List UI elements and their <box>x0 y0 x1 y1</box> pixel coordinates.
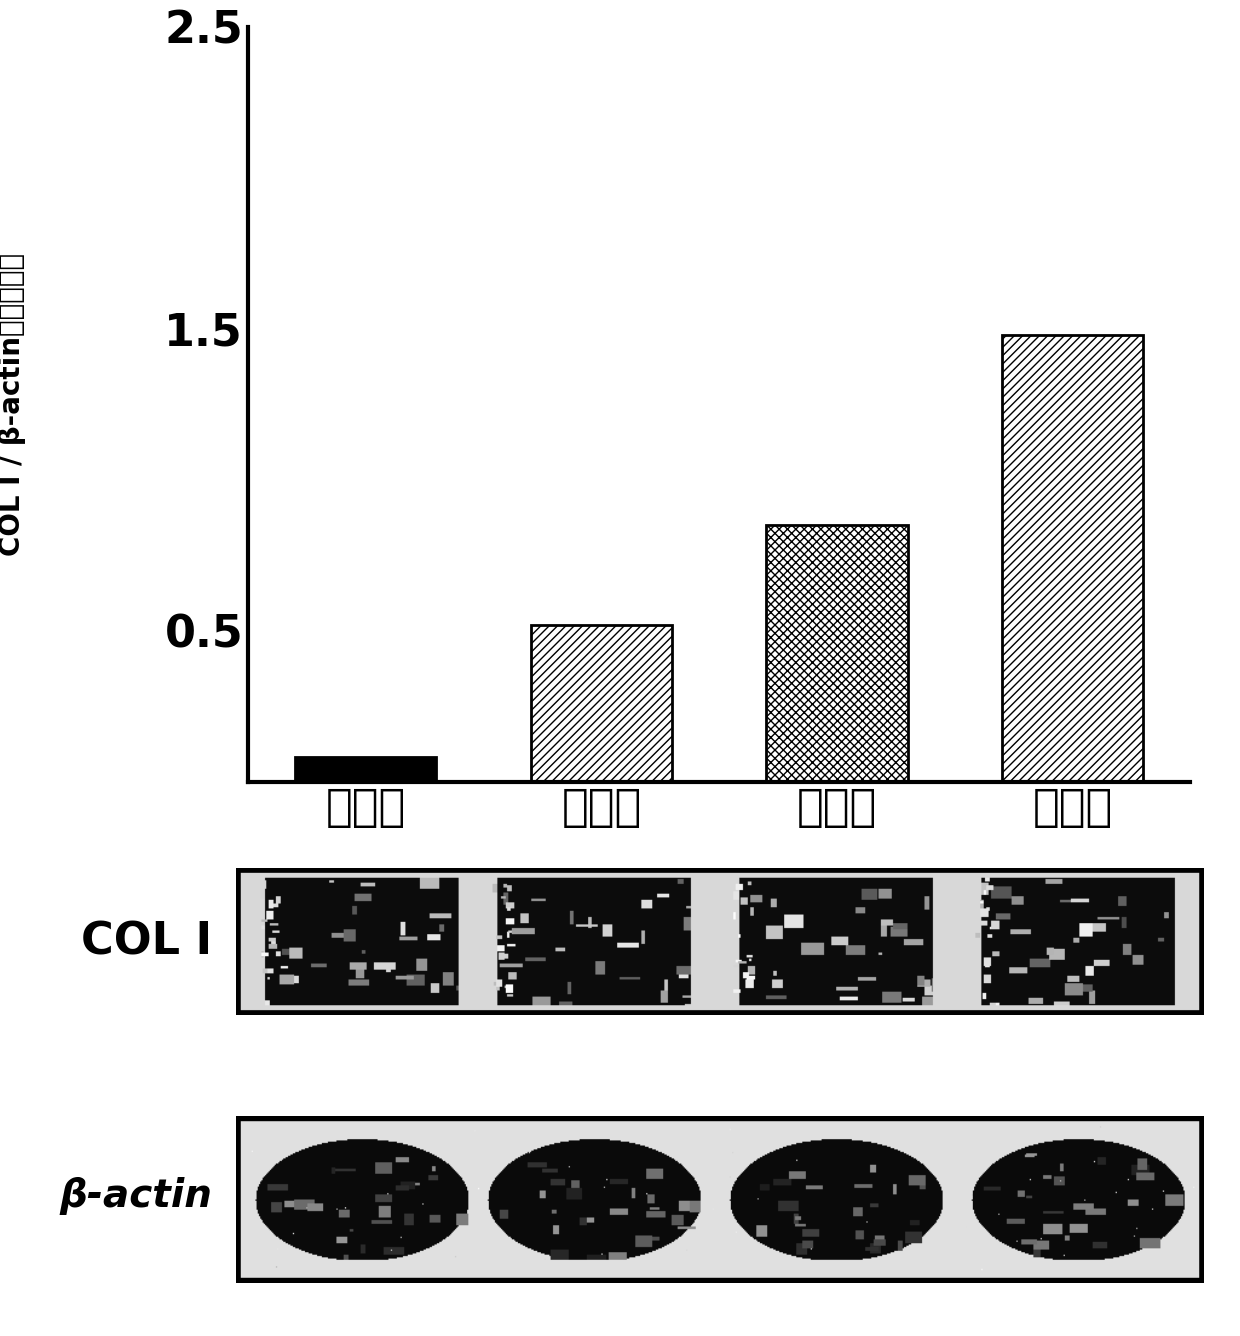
Bar <box>531 624 672 782</box>
Bar <box>295 758 436 782</box>
Text: COL I / β-actin相对表达量: COL I / β-actin相对表达量 <box>0 253 26 556</box>
Text: COL I: COL I <box>81 921 212 963</box>
Bar <box>766 525 908 782</box>
Text: β-actin: β-actin <box>60 1177 212 1214</box>
Bar <box>1002 335 1143 782</box>
